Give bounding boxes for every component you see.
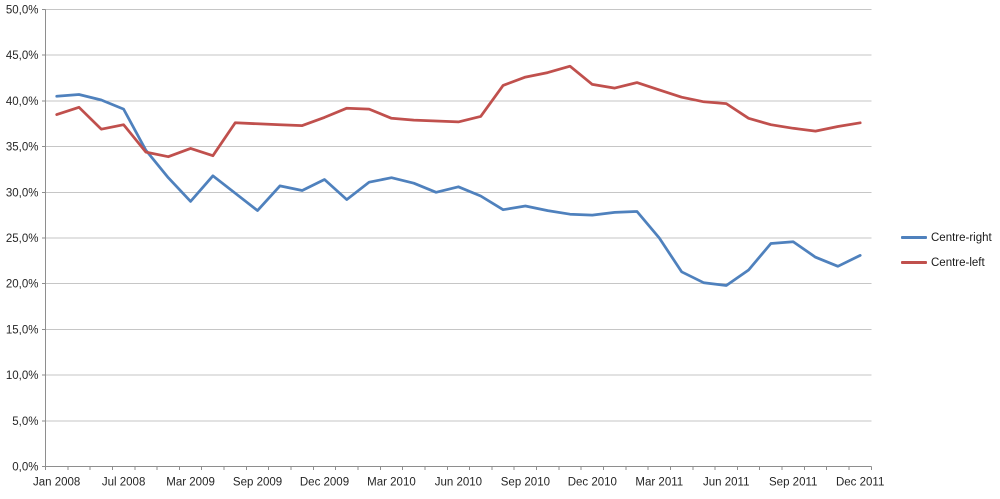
- legend-label-centre-right: Centre-right: [931, 231, 992, 244]
- y-axis-label: 20,0%: [6, 279, 39, 291]
- x-axis-label: Jun 2011: [703, 477, 749, 489]
- legend-label-centre-left: Centre-left: [931, 256, 985, 269]
- series-line-centre-left: [55, 64, 862, 159]
- x-axis-label: Jul 2008: [102, 477, 145, 489]
- legend-item-centre-right: Centre-right: [901, 225, 992, 250]
- y-axis-label: 0,0%: [12, 462, 38, 474]
- y-axis-label: 35,0%: [6, 142, 39, 154]
- centre-right-line-icon: [901, 236, 927, 239]
- x-axis-label: Mar 2010: [367, 477, 416, 489]
- y-axis-label: 15,0%: [6, 324, 39, 336]
- y-axis-label: 45,0%: [6, 50, 39, 62]
- x-axis-label: Sep 2011: [769, 477, 817, 489]
- y-axis-label: 30,0%: [6, 187, 39, 199]
- x-axis-label: Mar 2009: [166, 477, 215, 489]
- legend-item-centre-left: Centre-left: [901, 250, 992, 275]
- y-axis-label: 10,0%: [6, 370, 39, 382]
- x-axis-label: Mar 2011: [635, 477, 683, 489]
- chart-legend: Centre-right Centre-left: [901, 225, 992, 275]
- x-axis-label: Jan 2008: [33, 477, 80, 489]
- x-axis-label: Dec 2009: [300, 477, 349, 489]
- x-axis-label: Jun 2010: [435, 477, 482, 489]
- x-axis-label: Sep 2010: [501, 477, 550, 489]
- series-line-centre-right: [55, 93, 862, 287]
- x-axis-label: Dec 2010: [568, 477, 617, 489]
- x-axis-label: Dec 2011: [836, 477, 884, 489]
- x-axis-label: Sep 2009: [233, 477, 282, 489]
- y-axis-label: 5,0%: [12, 416, 38, 428]
- y-axis-label: 50,0%: [6, 5, 39, 17]
- centre-left-line-icon: [901, 261, 927, 264]
- y-axis-label: 40,0%: [6, 96, 39, 108]
- y-axis-label: 25,0%: [6, 233, 39, 245]
